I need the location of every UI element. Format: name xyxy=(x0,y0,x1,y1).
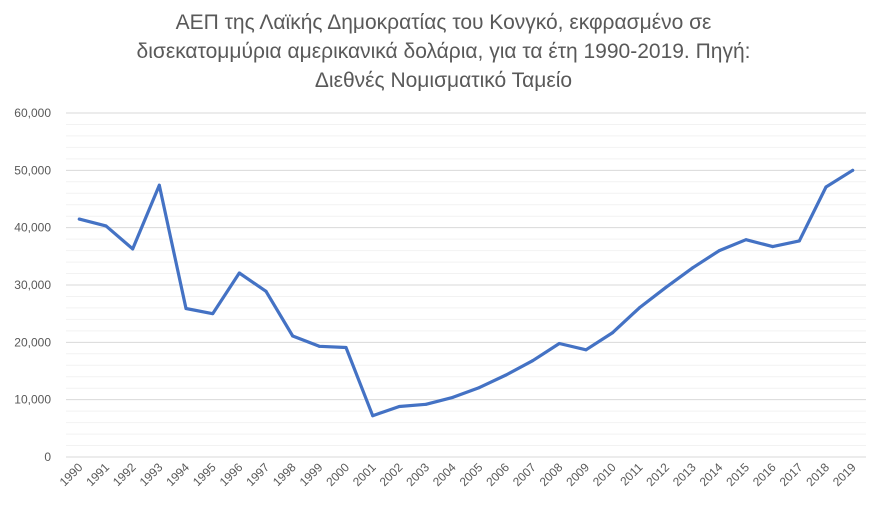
data-point xyxy=(131,247,135,251)
x-tick-label: 2008 xyxy=(537,460,566,489)
data-point xyxy=(584,348,588,352)
x-tick-label: 2009 xyxy=(563,460,592,489)
y-tick-label: 60,000 xyxy=(14,106,51,120)
x-tick-label: 1991 xyxy=(83,460,112,489)
x-tick-label: 1995 xyxy=(190,460,219,489)
chart-title-line-3: Διεθνές Νομισματικό Ταμείο xyxy=(314,69,573,92)
data-point xyxy=(557,341,561,345)
data-point xyxy=(77,217,81,221)
x-tick-label: 2018 xyxy=(803,460,832,489)
series-layer xyxy=(77,168,855,418)
chart-title-line-1: ΑΕΠ της Λαϊκής Δημοκρατίας του Κονγκό, ε… xyxy=(175,11,712,34)
x-tick-label: 2006 xyxy=(483,460,512,489)
chart-title: ΑΕΠ της Λαϊκής Δημοκρατίας του Κονγκό, ε… xyxy=(0,8,887,95)
data-point xyxy=(744,238,748,242)
x-tick-label: 2001 xyxy=(350,460,379,489)
data-point xyxy=(531,359,535,363)
data-point xyxy=(637,306,641,310)
data-point xyxy=(104,224,108,228)
x-tick-label: 1999 xyxy=(297,460,326,489)
data-point xyxy=(611,331,615,335)
x-tick-label: 2014 xyxy=(697,460,726,489)
series-line xyxy=(77,168,855,418)
x-tick-label: 2007 xyxy=(510,460,539,489)
x-tick-label: 2019 xyxy=(830,460,859,489)
minor-gridlines xyxy=(66,123,866,447)
x-tick-label: 2017 xyxy=(777,460,806,489)
x-tick-label: 1990 xyxy=(57,460,86,489)
data-point xyxy=(397,405,401,409)
chart-title-line-2: δισεκατομμύρια αμερικανικά δολάρια, για … xyxy=(136,40,751,63)
data-point xyxy=(477,386,481,390)
y-tick-label: 30,000 xyxy=(14,278,51,292)
y-tick-label: 0 xyxy=(44,450,51,464)
major-gridlines xyxy=(66,112,866,458)
data-point xyxy=(851,168,855,172)
x-tick-label: 1993 xyxy=(137,460,166,489)
data-point xyxy=(184,307,188,311)
data-point xyxy=(264,289,268,293)
x-tick-label: 2002 xyxy=(377,460,406,489)
data-point xyxy=(664,285,668,289)
data-point xyxy=(237,271,241,275)
x-tick-label: 2016 xyxy=(750,460,779,489)
x-tick-label: 1997 xyxy=(243,460,272,489)
data-point xyxy=(371,414,375,418)
x-tick-label: 2000 xyxy=(323,460,352,489)
data-point xyxy=(824,185,828,189)
x-tick-label: 2013 xyxy=(670,460,699,489)
x-tick-label: 2005 xyxy=(457,460,486,489)
data-point xyxy=(424,402,428,406)
data-point xyxy=(771,245,775,249)
y-tick-label: 20,000 xyxy=(14,335,51,349)
y-tick-label: 50,000 xyxy=(14,163,51,177)
x-tick-label: 1998 xyxy=(270,460,299,489)
x-axis-tick-labels: 1990199119921993199419951996199719981999… xyxy=(57,460,859,489)
data-point xyxy=(291,334,295,338)
x-tick-label: 2003 xyxy=(403,460,432,489)
data-point xyxy=(157,183,161,187)
x-tick-label: 1994 xyxy=(163,460,192,489)
y-tick-label: 10,000 xyxy=(14,393,51,407)
data-point xyxy=(504,373,508,377)
y-axis-tick-labels: 0 10,000 20,000 30,000 40,000 50,000 60,000 xyxy=(14,106,51,464)
x-tick-label: 2010 xyxy=(590,460,619,489)
x-tick-label: 2012 xyxy=(643,460,672,489)
x-tick-label: 1992 xyxy=(110,460,139,489)
x-tick-label: 2004 xyxy=(430,460,459,489)
data-point xyxy=(317,344,321,348)
data-point xyxy=(344,345,348,349)
data-point xyxy=(691,266,695,270)
x-tick-label: 2011 xyxy=(617,460,645,488)
x-tick-label: 2015 xyxy=(723,460,752,489)
y-tick-label: 40,000 xyxy=(14,221,51,235)
data-point xyxy=(717,249,721,253)
data-point xyxy=(451,395,455,399)
data-point xyxy=(797,239,801,243)
x-tick-label: 1996 xyxy=(217,460,246,489)
data-point xyxy=(211,312,215,316)
